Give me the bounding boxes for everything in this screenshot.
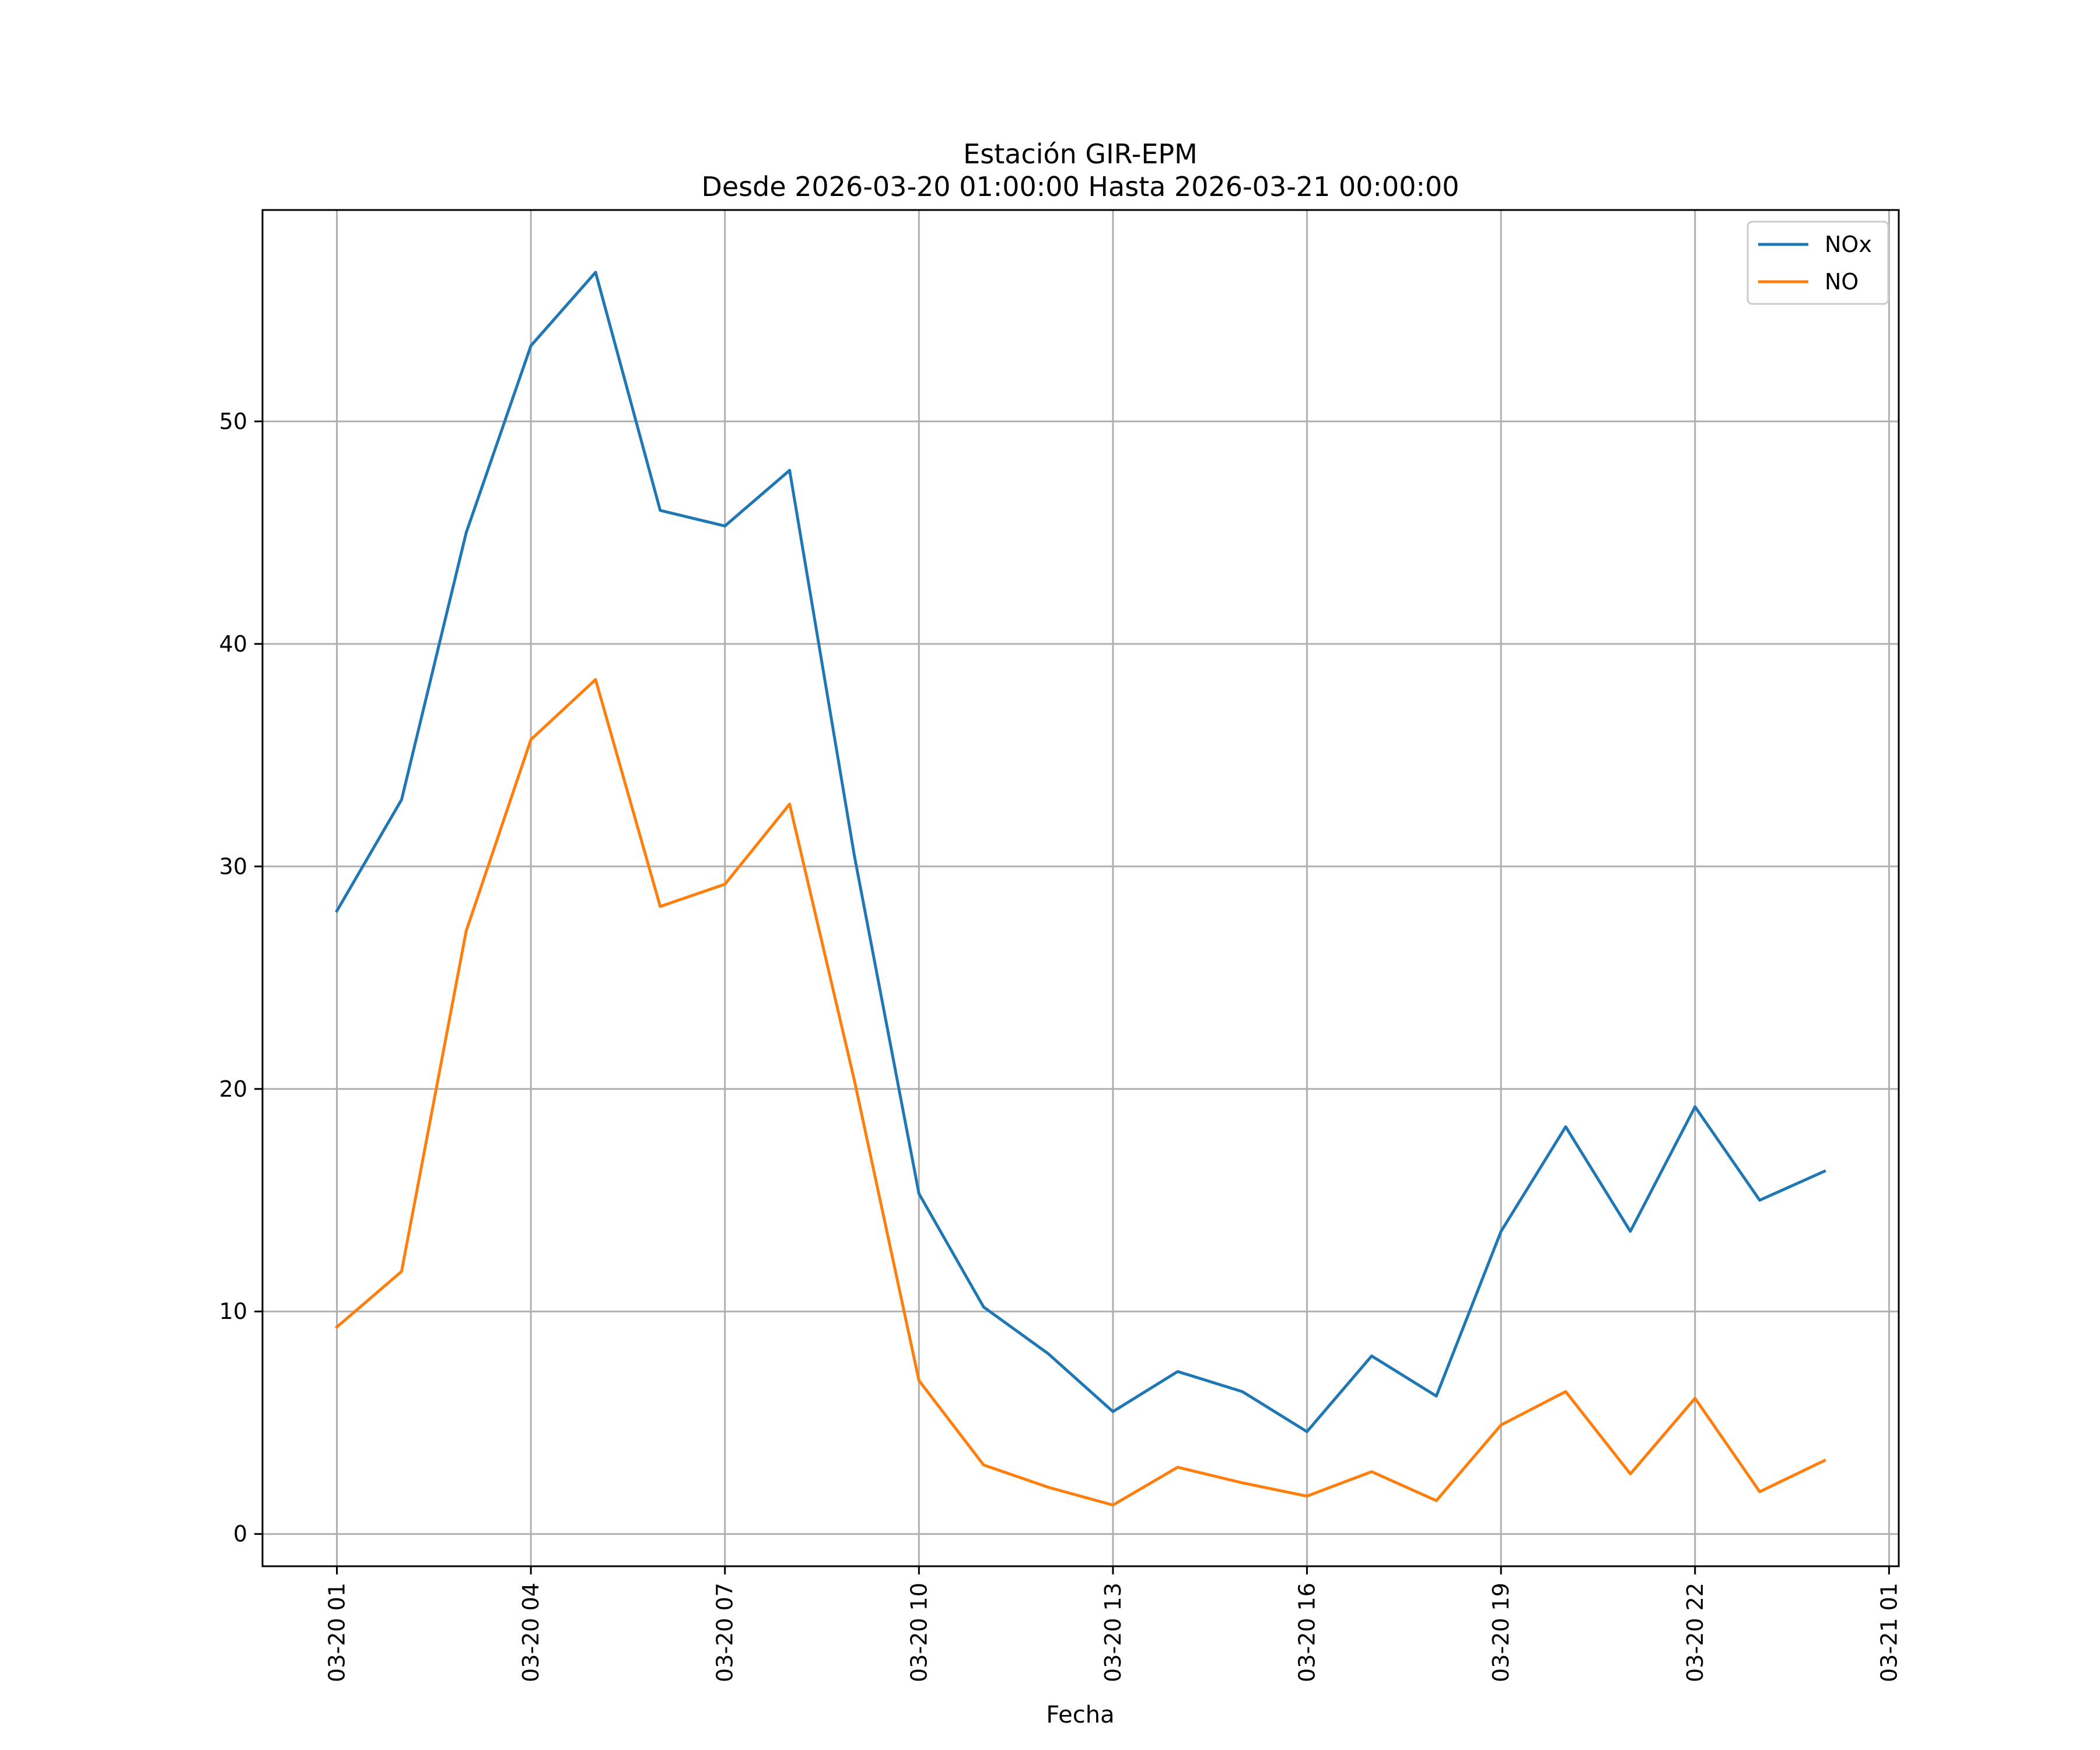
x-axis-label: Fecha [1046, 1702, 1114, 1728]
x-tick-label: 03-20 13 [1100, 1583, 1126, 1682]
x-tick-label: 03-21 01 [1876, 1583, 1902, 1682]
y-tick-label: 40 [219, 631, 247, 657]
series-lines [334, 271, 1826, 1507]
y-tick-label: 0 [233, 1521, 247, 1547]
x-tick-label: 03-20 07 [712, 1583, 738, 1682]
grid [262, 210, 1899, 1566]
series-line-no [334, 678, 1826, 1507]
y-tick-label: 10 [219, 1298, 247, 1324]
y-tick-label: 20 [219, 1076, 247, 1102]
x-tick-label: 03-20 01 [324, 1583, 350, 1682]
series-line-nox [335, 271, 1826, 1433]
legend-box [1746, 220, 1889, 305]
chart-subtitle: Desde 2026-03-20 01:00:00 Hasta 2026-03-… [701, 171, 1459, 202]
x-tick-label: 03-20 04 [518, 1583, 544, 1682]
plot-frame [261, 209, 1900, 1567]
axis-ticks: 0 10 20 30 40 50 03-20 01 03-20 04 03-20 07 03-20… [219, 408, 1902, 1682]
x-tick-label: 03-20 22 [1682, 1583, 1708, 1682]
y-tick-label: 50 [219, 408, 247, 434]
x-tick-label: 03-20 16 [1294, 1583, 1320, 1682]
x-tick-label: 03-20 10 [906, 1583, 932, 1682]
legend-label-no: NO [1825, 269, 1859, 295]
legend: NOx NO [1746, 220, 1889, 305]
x-tick-label: 03-20 19 [1488, 1583, 1514, 1682]
y-tick-label: 30 [219, 853, 247, 879]
chart-title: Estación GIR-EPM [963, 138, 1198, 170]
legend-label-nox: NOx [1825, 232, 1872, 257]
